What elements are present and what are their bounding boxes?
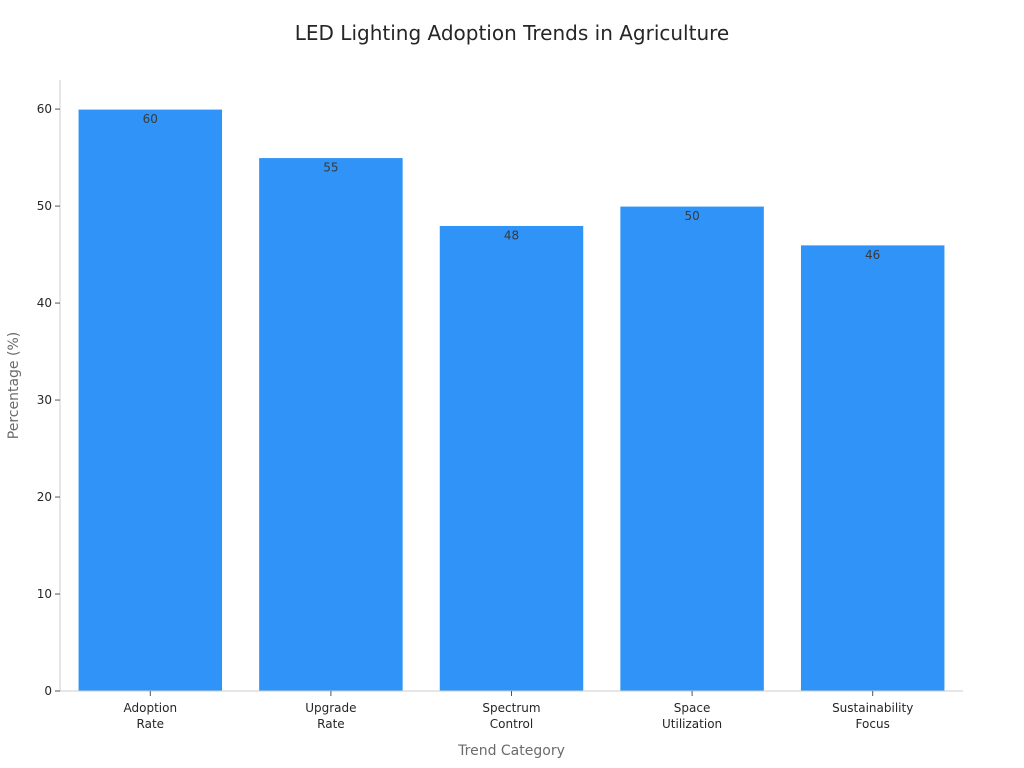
bar <box>619 205 765 692</box>
y-tick-label: 20 <box>37 490 52 504</box>
bar-value-label: 55 <box>323 161 338 175</box>
bar <box>77 108 224 692</box>
chart-title: LED Lighting Adoption Trends in Agricult… <box>295 21 729 45</box>
x-tick-label: Utilization <box>662 717 722 731</box>
bar <box>799 244 946 692</box>
bar <box>438 224 585 692</box>
bar-value-label: 46 <box>865 248 880 262</box>
x-axis-label: Trend Category <box>457 743 565 759</box>
x-ticks-group: Adoption Rate Upgrade Rate Spectrum Control Sp… <box>124 691 913 731</box>
data-labels-group: 60 55 48 50 46 <box>143 112 881 262</box>
x-tick-label: Upgrade <box>305 701 356 715</box>
x-tick-label: Rate <box>137 717 165 731</box>
y-tick-label: 60 <box>37 102 52 116</box>
bar-value-label: 60 <box>143 112 158 126</box>
y-tick-label: 30 <box>37 393 52 407</box>
y-axis-label: Percentage (%) <box>6 332 22 439</box>
bar-value-label: 48 <box>504 228 519 242</box>
x-tick-label: Space <box>674 701 711 715</box>
y-tick-label: 10 <box>37 587 52 601</box>
x-tick-label: Rate <box>317 717 345 731</box>
y-tick-label: 50 <box>37 199 52 213</box>
x-tick-label: Adoption <box>124 701 178 715</box>
bar-value-label: 50 <box>684 209 699 223</box>
bars-group <box>77 108 946 692</box>
bar <box>258 157 404 692</box>
x-tick-label: Sustainability <box>832 701 913 715</box>
y-tick-label: 40 <box>37 296 52 310</box>
y-ticks-group: 0 10 20 30 40 50 60 <box>37 102 60 698</box>
y-tick-label: 0 <box>44 684 52 698</box>
x-tick-label: Spectrum <box>482 701 540 715</box>
x-tick-label: Control <box>490 717 533 731</box>
x-tick-label: Focus <box>856 717 890 731</box>
